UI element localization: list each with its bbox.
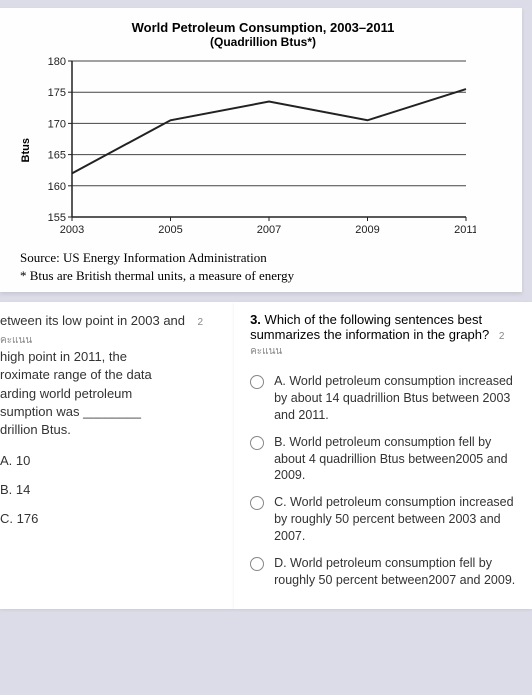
q3-option-a-text: A. World petroleum consumption increased…: [274, 373, 522, 424]
radio-icon[interactable]: [250, 375, 264, 389]
q2-option-c[interactable]: C. 176: [0, 511, 226, 526]
svg-text:155: 155: [48, 212, 66, 224]
q2-option-a[interactable]: A. 10: [0, 453, 226, 468]
q2-line-3: arding world petroleum: [0, 386, 132, 401]
q2-line-2: roximate range of the data: [0, 367, 152, 382]
q3-options: A. World petroleum consumption increased…: [250, 373, 522, 589]
svg-text:165: 165: [48, 150, 66, 162]
svg-text:160: 160: [48, 181, 66, 193]
q3-option-c-text: C. World petroleum consumption increased…: [274, 494, 522, 545]
svg-text:2005: 2005: [158, 224, 182, 236]
q3-option-b[interactable]: B. World petroleum consumption fell by a…: [250, 434, 522, 485]
q3-option-c[interactable]: C. World petroleum consumption increased…: [250, 494, 522, 545]
radio-icon[interactable]: [250, 557, 264, 571]
svg-text:2009: 2009: [355, 224, 379, 236]
q3-option-d-text: D. World petroleum consumption fell by r…: [274, 555, 522, 589]
svg-text:2003: 2003: [60, 224, 84, 236]
q3-stem-wrap: 3. Which of the following sentences best…: [250, 312, 522, 359]
questions-row: etween its low point in 2003 and 2 คะแนน…: [0, 302, 532, 609]
radio-icon[interactable]: [250, 496, 264, 510]
q2-stem-wrap: etween its low point in 2003 and 2 คะแนน…: [0, 312, 226, 439]
q3-option-d[interactable]: D. World petroleum consumption fell by r…: [250, 555, 522, 589]
q2-line-1: high point in 2011, the: [0, 349, 127, 364]
q2-options: A. 10 B. 14 C. 176: [0, 453, 226, 526]
chart-source: Source: US Energy Information Administra…: [20, 250, 506, 266]
chart-title: World Petroleum Consumption, 2003–2011: [20, 20, 506, 35]
q3-stem: Which of the following sentences best su…: [250, 312, 489, 342]
svg-text:2007: 2007: [257, 224, 281, 236]
chart-svg: 155 160 165 170 175 180 2003 2005 2007 2009 2011: [36, 53, 476, 243]
q2-line-4: sumption was ________: [0, 404, 141, 419]
chart-area: Btus 155 160 165 170 175 180 2003 2005 2007 2009 2…: [20, 53, 506, 248]
chart-panel: World Petroleum Consumption, 2003–2011 (…: [0, 8, 522, 292]
svg-text:2011: 2011: [454, 224, 476, 236]
chart-subtitle: (Quadrillion Btus*): [20, 35, 506, 49]
q3-option-b-text: B. World petroleum consumption fell by a…: [274, 434, 522, 485]
question-3: 3. Which of the following sentences best…: [234, 302, 532, 609]
q3-option-a[interactable]: A. World petroleum consumption increased…: [250, 373, 522, 424]
svg-text:170: 170: [48, 118, 66, 130]
q2-line-5: drillion Btus.: [0, 422, 71, 437]
chart-title-block: World Petroleum Consumption, 2003–2011 (…: [20, 20, 506, 49]
chart-plot-wrap: 155 160 165 170 175 180 2003 2005 2007 2009 2011: [36, 53, 506, 248]
chart-note: * Btus are British thermal units, a meas…: [20, 268, 506, 284]
q2-line-0: etween its low point in 2003 and: [0, 313, 185, 328]
radio-icon[interactable]: [250, 436, 264, 450]
q2-option-b[interactable]: B. 14: [0, 482, 226, 497]
svg-text:175: 175: [48, 87, 66, 99]
svg-text:180: 180: [48, 56, 66, 68]
q3-number: 3.: [250, 312, 261, 327]
chart-ylabel: Btus: [20, 138, 32, 162]
question-2: etween its low point in 2003 and 2 คะแนน…: [0, 302, 234, 609]
